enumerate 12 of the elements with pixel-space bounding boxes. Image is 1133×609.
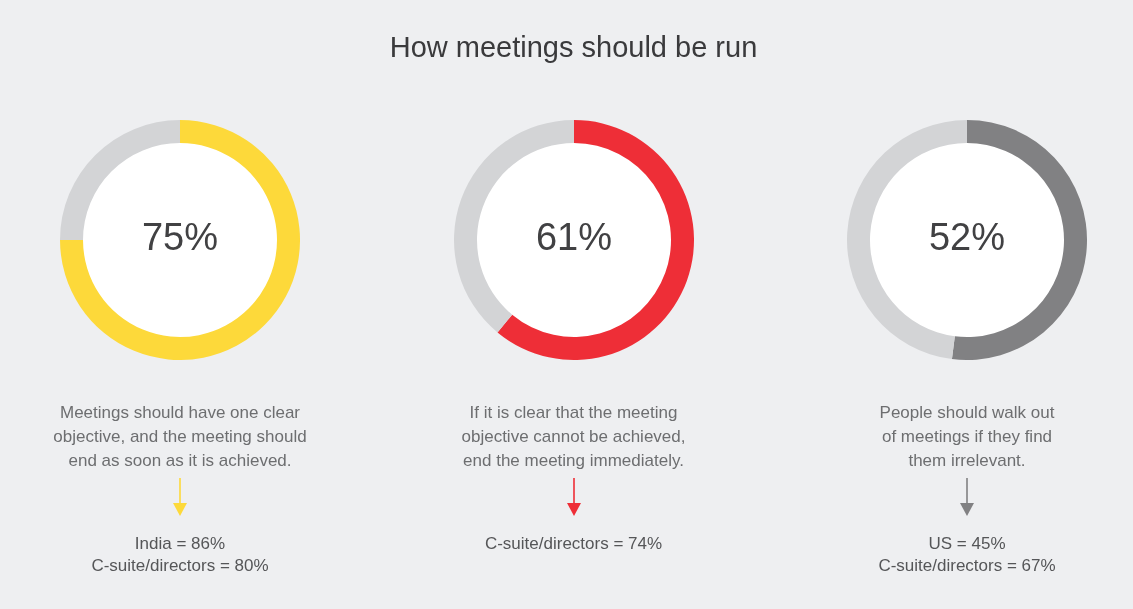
text: C-suite/directors = 67% [877,555,1057,577]
text: C-suite/directors = 74% [483,533,664,555]
text: People should walk out of meetings if they find them irrelevant. [878,402,1056,472]
text: C-suite/directors = 80% [90,555,270,577]
text: Meetings should have one clear objective, and the meeting should end as soon as it is achieved. [52,402,308,472]
data-label: 75% [141,216,219,259]
data-label: 61% [535,216,612,259]
data-label: 52% [928,216,1006,259]
text: India = 86% [133,533,227,555]
text: If it is clear that the meeting objective cannot be achieved, end the meeting immediately. [460,402,687,472]
text: US = 45% [927,533,1007,555]
chart-title: How meetings should be run [388,30,759,65]
